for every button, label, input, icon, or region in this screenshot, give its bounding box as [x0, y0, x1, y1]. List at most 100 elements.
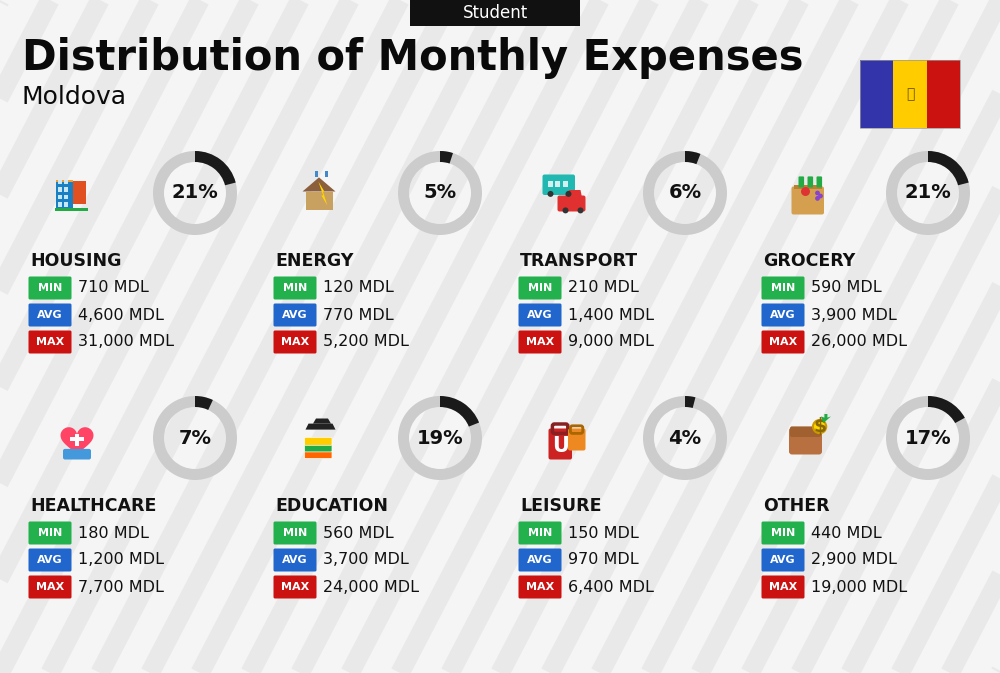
Text: 210 MDL: 210 MDL — [568, 281, 639, 295]
Text: MAX: MAX — [769, 582, 797, 592]
Circle shape — [815, 196, 820, 201]
Text: MAX: MAX — [281, 337, 309, 347]
Text: 3,900 MDL: 3,900 MDL — [811, 308, 897, 322]
FancyBboxPatch shape — [562, 181, 568, 187]
Text: 590 MDL: 590 MDL — [811, 281, 882, 295]
Text: 21%: 21% — [905, 184, 951, 203]
Wedge shape — [928, 151, 969, 185]
Text: 5%: 5% — [423, 184, 457, 203]
Text: HEALTHCARE: HEALTHCARE — [30, 497, 156, 515]
Text: 1,400 MDL: 1,400 MDL — [568, 308, 654, 322]
Text: Student: Student — [462, 4, 528, 22]
Text: ENERGY: ENERGY — [275, 252, 353, 270]
Wedge shape — [886, 396, 970, 480]
Text: MIN: MIN — [771, 528, 795, 538]
Text: 970 MDL: 970 MDL — [568, 553, 639, 567]
FancyBboxPatch shape — [304, 450, 332, 458]
Circle shape — [562, 207, 568, 213]
FancyBboxPatch shape — [789, 427, 822, 454]
FancyBboxPatch shape — [518, 330, 562, 353]
Text: 770 MDL: 770 MDL — [323, 308, 394, 322]
Wedge shape — [440, 396, 479, 427]
Text: AVG: AVG — [37, 310, 63, 320]
FancyBboxPatch shape — [54, 208, 88, 211]
FancyBboxPatch shape — [808, 176, 813, 187]
Text: 21%: 21% — [172, 184, 218, 203]
FancyBboxPatch shape — [58, 194, 62, 199]
Text: AVG: AVG — [282, 555, 308, 565]
Text: MAX: MAX — [281, 582, 309, 592]
Text: 440 MDL: 440 MDL — [811, 526, 882, 540]
Wedge shape — [398, 396, 482, 480]
Circle shape — [801, 187, 810, 196]
FancyBboxPatch shape — [518, 548, 562, 571]
FancyBboxPatch shape — [762, 548, 804, 571]
Text: AVG: AVG — [527, 555, 553, 565]
Text: AVG: AVG — [527, 310, 553, 320]
Circle shape — [815, 190, 820, 195]
Circle shape — [548, 191, 554, 197]
FancyBboxPatch shape — [792, 186, 824, 215]
FancyBboxPatch shape — [548, 181, 553, 187]
Text: EDUCATION: EDUCATION — [275, 497, 388, 515]
Polygon shape — [821, 414, 831, 423]
Text: HOUSING: HOUSING — [30, 252, 122, 270]
Text: 31,000 MDL: 31,000 MDL — [78, 334, 174, 349]
Polygon shape — [306, 423, 336, 429]
Text: GROCERY: GROCERY — [763, 252, 855, 270]
Text: 560 MDL: 560 MDL — [323, 526, 394, 540]
Text: AVG: AVG — [770, 555, 796, 565]
Text: MIN: MIN — [528, 283, 552, 293]
Text: 1,200 MDL: 1,200 MDL — [78, 553, 164, 567]
Circle shape — [818, 194, 823, 199]
Text: 710 MDL: 710 MDL — [78, 281, 149, 295]
Text: MIN: MIN — [38, 528, 62, 538]
FancyBboxPatch shape — [64, 203, 68, 207]
Text: MIN: MIN — [38, 283, 62, 293]
Wedge shape — [886, 151, 970, 235]
Circle shape — [566, 191, 572, 197]
FancyBboxPatch shape — [518, 304, 562, 326]
FancyBboxPatch shape — [72, 181, 86, 203]
Text: OTHER: OTHER — [763, 497, 830, 515]
FancyBboxPatch shape — [64, 180, 68, 184]
FancyBboxPatch shape — [64, 194, 68, 199]
FancyBboxPatch shape — [798, 176, 804, 187]
FancyBboxPatch shape — [70, 437, 84, 441]
Text: MIN: MIN — [771, 283, 795, 293]
FancyBboxPatch shape — [518, 575, 562, 598]
Text: 7%: 7% — [178, 429, 212, 448]
FancyBboxPatch shape — [58, 187, 62, 192]
Text: 17%: 17% — [905, 429, 951, 448]
Text: 180 MDL: 180 MDL — [78, 526, 149, 540]
FancyBboxPatch shape — [64, 187, 68, 192]
Text: U: U — [552, 435, 569, 456]
Polygon shape — [61, 427, 93, 457]
Polygon shape — [313, 419, 331, 423]
FancyBboxPatch shape — [893, 60, 927, 128]
FancyBboxPatch shape — [860, 60, 893, 128]
FancyBboxPatch shape — [410, 0, 580, 26]
Text: LEISURE: LEISURE — [520, 497, 602, 515]
Text: 🛡: 🛡 — [906, 87, 914, 101]
Text: 3,700 MDL: 3,700 MDL — [323, 553, 409, 567]
FancyBboxPatch shape — [274, 575, 316, 598]
Text: AVG: AVG — [770, 310, 796, 320]
Text: 4,600 MDL: 4,600 MDL — [78, 308, 164, 322]
Text: 120 MDL: 120 MDL — [323, 281, 394, 295]
FancyBboxPatch shape — [816, 176, 822, 187]
FancyBboxPatch shape — [518, 277, 562, 299]
Polygon shape — [306, 192, 332, 209]
FancyBboxPatch shape — [314, 172, 318, 178]
Text: 19,000 MDL: 19,000 MDL — [811, 579, 907, 594]
Text: MAX: MAX — [36, 337, 64, 347]
FancyBboxPatch shape — [58, 203, 62, 207]
FancyBboxPatch shape — [790, 427, 821, 437]
Text: 24,000 MDL: 24,000 MDL — [323, 579, 419, 594]
FancyBboxPatch shape — [518, 522, 562, 544]
Text: MAX: MAX — [769, 337, 797, 347]
Polygon shape — [564, 190, 582, 197]
Wedge shape — [153, 151, 237, 235]
Text: Moldova: Moldova — [22, 85, 127, 109]
FancyBboxPatch shape — [555, 181, 560, 187]
